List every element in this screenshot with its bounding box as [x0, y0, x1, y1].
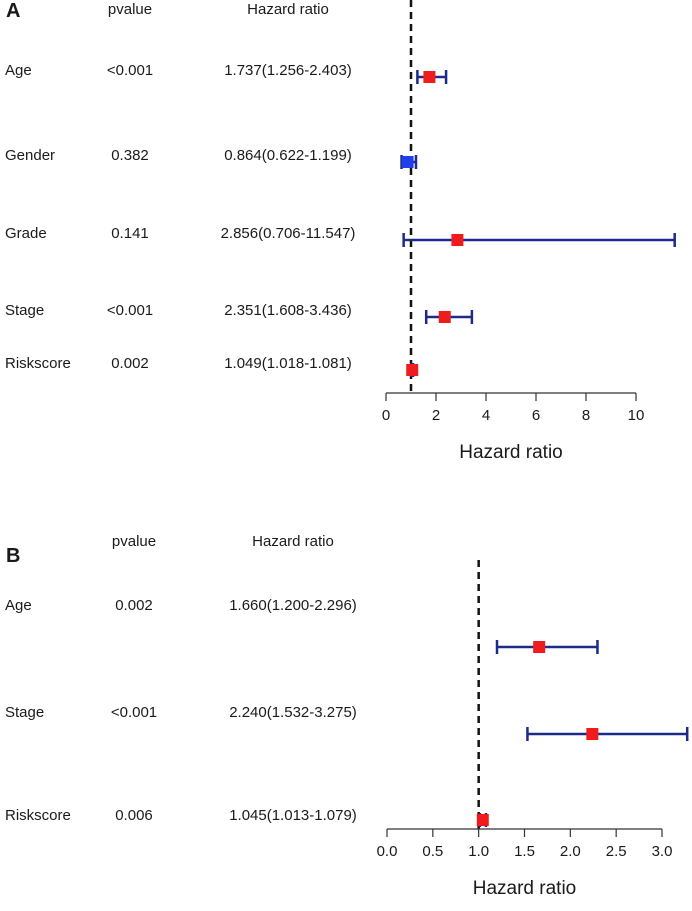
panel-a-hr-marker — [406, 364, 419, 376]
panel-b-row-pvalue: 0.006 — [115, 807, 153, 824]
panel-b-hr-marker — [586, 728, 599, 740]
panel-a-row-pvalue: <0.001 — [107, 62, 153, 79]
panel-b-x-tick-label: 0.0 — [377, 843, 398, 860]
panel-b-header-pvalue: pvalue — [112, 533, 156, 550]
panel-a-x-tick-label: 0 — [382, 407, 390, 424]
panel-b-x-axis-title: Hazard ratio — [473, 878, 577, 899]
panel-b-x-tick-label: 1.5 — [514, 843, 535, 860]
panel-b-row-hr-text: 1.045(1.013-1.079) — [229, 807, 357, 824]
panel-a-row-label: Stage — [5, 302, 44, 319]
panel-a-row-hr-text: 1.049(1.018-1.081) — [224, 355, 352, 372]
panel-a-x-tick-label: 10 — [628, 407, 645, 424]
panel-b-x-tick-label: 0.5 — [422, 843, 443, 860]
panel-a-row-hr-text: 2.856(0.706-11.547) — [221, 225, 356, 242]
panel-a-hr-marker — [451, 234, 464, 246]
panel-a-x-tick-label: 8 — [582, 407, 590, 424]
panel-b-hr-marker — [476, 814, 489, 826]
panel-a-row-pvalue: 0.141 — [111, 225, 149, 242]
panel-b-header-hazard-ratio: Hazard ratio — [252, 533, 334, 550]
panel-b-row-label: Age — [5, 597, 32, 614]
panel-a-x-tick-label: 2 — [432, 407, 440, 424]
panel-a-header-hazard-ratio: Hazard ratio — [247, 1, 329, 18]
panel-b-row-hr-text: 2.240(1.532-3.275) — [229, 704, 357, 721]
panel-a-x-tick-label: 6 — [532, 407, 540, 424]
panel-a-hr-marker — [423, 71, 436, 83]
panel-a-row-label: Riskscore — [5, 355, 71, 372]
panel-a-x-tick-label: 4 — [482, 407, 490, 424]
panel-a-row-pvalue: 0.382 — [111, 147, 149, 164]
panel-b-row-label: Stage — [5, 704, 44, 721]
panel-b-x-tick-label: 1.0 — [468, 843, 489, 860]
panel-b-x-tick-label: 2.5 — [606, 843, 627, 860]
panel-a-row-pvalue: 0.002 — [111, 355, 149, 372]
panel-a-hr-marker — [438, 311, 451, 323]
panel-a-label: A — [6, 0, 20, 22]
panel-a-row-label: Age — [5, 62, 32, 79]
panel-b-label: B — [6, 545, 20, 567]
panel-a-row-hr-text: 2.351(1.608-3.436) — [224, 302, 352, 319]
panel-b-hr-marker — [533, 641, 546, 653]
panel-b-x-tick-label: 3.0 — [652, 843, 673, 860]
panel-a-x-axis-title: Hazard ratio — [459, 442, 563, 463]
panel-b-row-hr-text: 1.660(1.200-2.296) — [229, 597, 357, 614]
panel-a-row-hr-text: 0.864(0.622-1.199) — [224, 147, 352, 164]
panel-a-row-pvalue: <0.001 — [107, 302, 153, 319]
panel-b-row-label: Riskscore — [5, 807, 71, 824]
panel-b-x-tick-label: 2.0 — [560, 843, 581, 860]
panel-a-hr-marker — [401, 156, 414, 168]
panel-b-row-pvalue: 0.002 — [115, 597, 153, 614]
panel-a-row-label: Gender — [5, 147, 55, 164]
panel-a-row-hr-text: 1.737(1.256-2.403) — [224, 62, 352, 79]
panel-b-row-pvalue: <0.001 — [111, 704, 157, 721]
panel-a-header-pvalue: pvalue — [108, 1, 152, 18]
panel-a-row-label: Grade — [5, 225, 47, 242]
